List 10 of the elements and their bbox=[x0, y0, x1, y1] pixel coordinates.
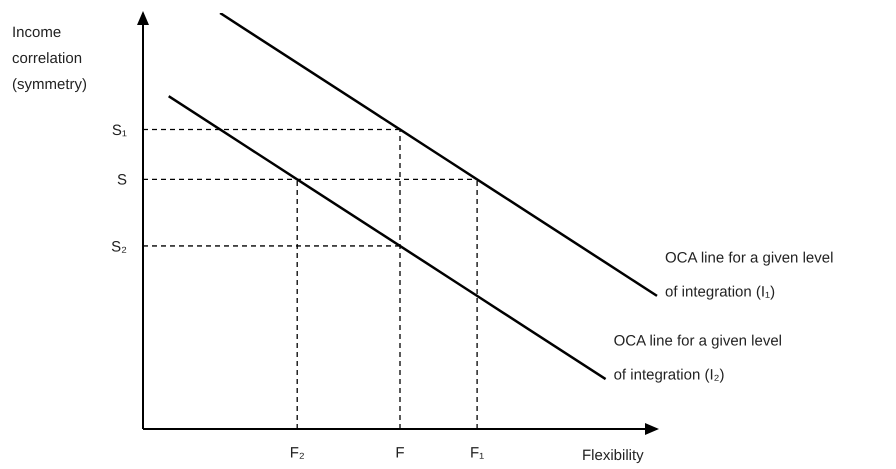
x-tick-label: F bbox=[395, 444, 405, 462]
series-label: OCA line for a given level of integration (I₁) bbox=[665, 250, 834, 301]
ref-line-label: S₁ bbox=[112, 122, 127, 139]
ref-line-label: S bbox=[116, 172, 127, 189]
x-axis-title: Flexibility bbox=[582, 447, 644, 464]
y-axis-title: Income correlation (symmetry) bbox=[12, 23, 88, 95]
x-tick-label: F₂ bbox=[290, 444, 305, 462]
x-tick-label: F₁ bbox=[470, 444, 484, 462]
ref-line-label: S₂ bbox=[111, 238, 128, 256]
series-label: OCA line for a given level of integration (I₂) bbox=[614, 332, 782, 384]
